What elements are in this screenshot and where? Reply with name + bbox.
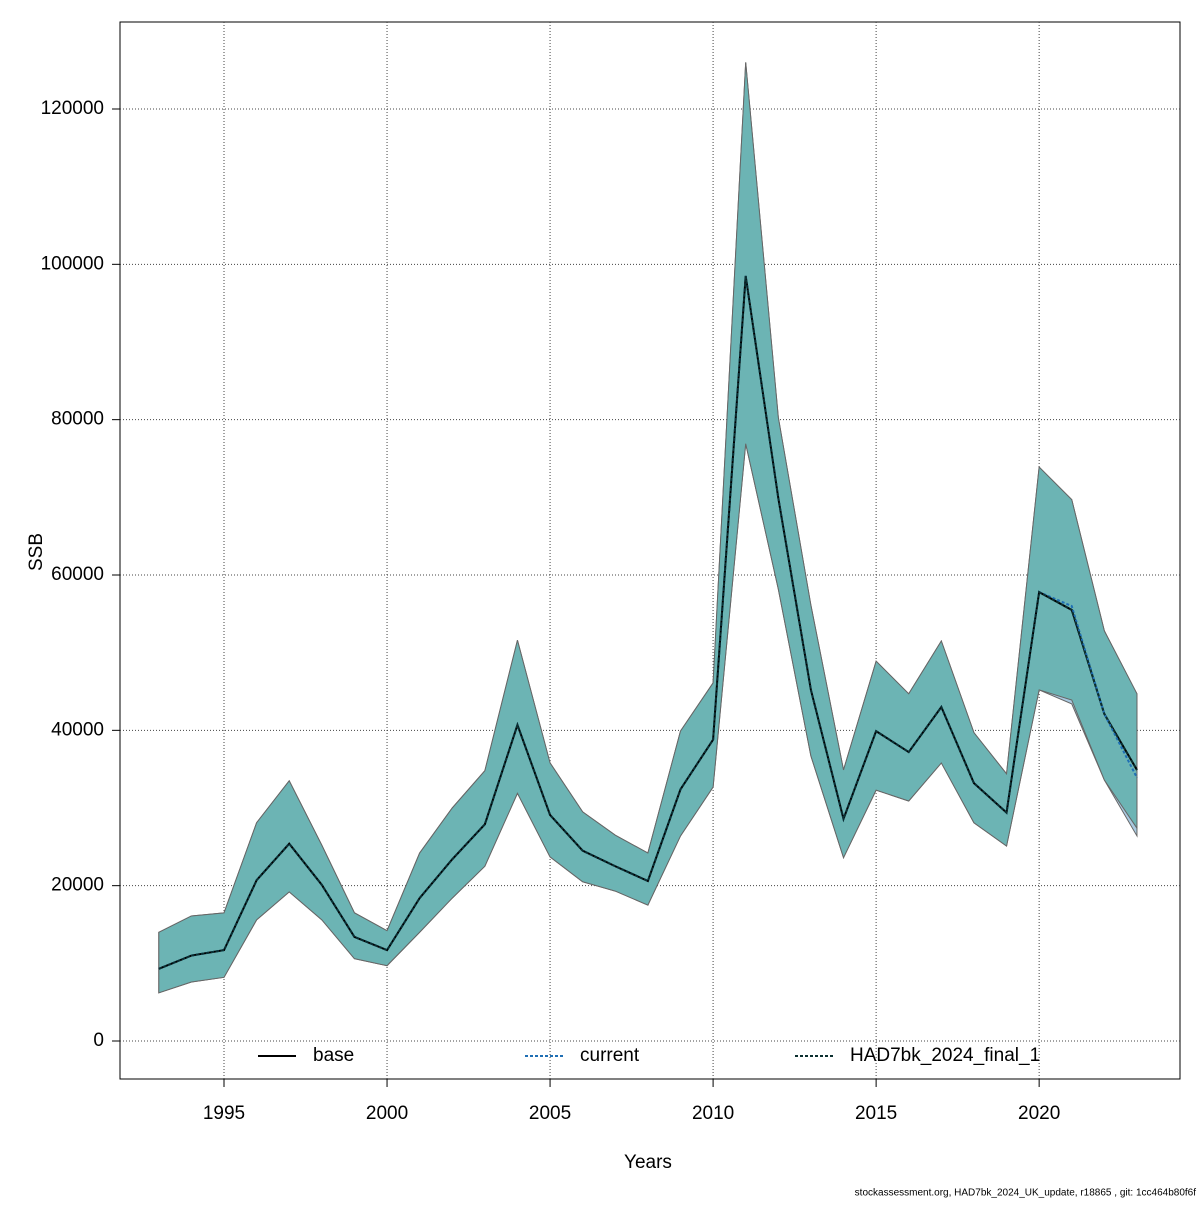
x-tick-label: 2000 — [366, 1103, 408, 1124]
x-tick-label: 2015 — [855, 1103, 897, 1124]
y-tick-label: 20000 — [51, 875, 104, 896]
legend-label: HAD7bk_2024_final_1 — [850, 1045, 1040, 1066]
x-axis-label: Years — [624, 1152, 672, 1173]
y-tick-label: 60000 — [51, 564, 104, 585]
x-tick-label: 2010 — [692, 1103, 734, 1124]
series-line — [158, 275, 1138, 970]
y-axis-label: SSB — [26, 533, 47, 571]
legend-label: base — [313, 1045, 354, 1066]
y-tick-label: 100000 — [41, 253, 104, 274]
plot-frame — [119, 21, 1181, 1080]
confidence-band — [158, 62, 1138, 994]
legend-label: current — [580, 1045, 640, 1066]
x-tick-label: 2020 — [1018, 1103, 1060, 1124]
y-tick-label: 0 — [93, 1030, 104, 1051]
x-tick-label: 2005 — [529, 1103, 571, 1124]
footer: stockassessment.org, HAD7bk_2024_UK_upda… — [855, 1188, 1197, 1199]
y-tick-label: 120000 — [41, 98, 104, 119]
y-tick-label: 80000 — [51, 409, 104, 430]
x-tick-label: 1995 — [203, 1103, 245, 1124]
y-tick-label: 40000 — [51, 719, 104, 740]
